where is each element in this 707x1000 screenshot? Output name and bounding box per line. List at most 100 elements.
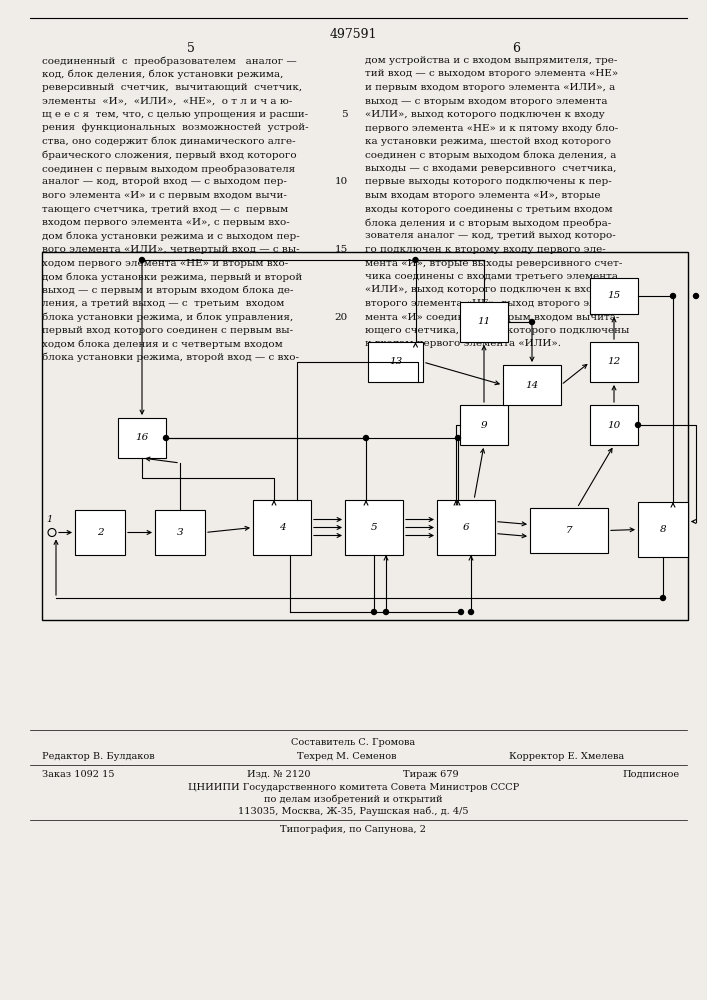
Bar (460, 405, 508, 445)
Bar (345, 500, 403, 555)
Circle shape (469, 609, 474, 614)
Text: блока установки режима, второй вход — с вхо-: блока установки режима, второй вход — с … (42, 353, 299, 362)
Text: 4: 4 (279, 523, 286, 532)
Circle shape (670, 294, 675, 298)
Text: 497591: 497591 (329, 28, 378, 41)
Text: 16: 16 (135, 434, 148, 442)
Bar (437, 500, 495, 555)
Text: Редактор В. Булдаков: Редактор В. Булдаков (42, 752, 155, 761)
Text: блока деления и с вторым выходом преобра-: блока деления и с вторым выходом преобра… (365, 218, 612, 228)
Text: выходы — с входами реверсивного  счетчика,: выходы — с входами реверсивного счетчика… (365, 164, 617, 173)
Text: входы которого соединены с третьим входом: входы которого соединены с третьим входо… (365, 205, 613, 214)
Text: го подключен к второму входу первого эле-: го подключен к второму входу первого эле… (365, 245, 606, 254)
Text: 5: 5 (370, 523, 378, 532)
Text: Корректор Е. Хмелева: Корректор Е. Хмелева (509, 752, 624, 761)
Text: вого элемента «И» и с первым входом вычи-: вого элемента «И» и с первым входом вычи… (42, 191, 287, 200)
Circle shape (383, 609, 389, 614)
Circle shape (694, 294, 699, 298)
Text: ходом первого элемента «НЕ» и вторым вхо-: ходом первого элемента «НЕ» и вторым вхо… (42, 258, 288, 267)
Bar (368, 342, 423, 382)
Text: второго элемента «НЕ», выход второго эле-: второго элемента «НЕ», выход второго эле… (365, 299, 605, 308)
Text: 10: 10 (607, 420, 621, 430)
Text: соединенный  с  преобразователем   аналог —: соединенный с преобразователем аналог — (42, 56, 297, 66)
Circle shape (413, 257, 418, 262)
Text: 6: 6 (512, 42, 520, 55)
Text: выход — с первым и вторым входом блока де-: выход — с первым и вторым входом блока д… (42, 286, 293, 295)
Text: ка установки режима, шестой вход которого: ка установки режима, шестой вход которог… (365, 137, 611, 146)
Text: браического сложения, первый вход которого: браического сложения, первый вход которо… (42, 150, 297, 160)
Text: 20: 20 (334, 312, 348, 322)
Circle shape (660, 595, 665, 600)
Text: входом первого элемента «И», с первым вхо-: входом первого элемента «И», с первым вх… (42, 218, 290, 227)
Text: 8: 8 (660, 525, 666, 534)
Circle shape (455, 436, 460, 440)
Circle shape (459, 609, 464, 614)
Text: аналог — код, второй вход — с выходом пер-: аналог — код, второй вход — с выходом пе… (42, 178, 287, 186)
Text: Подписное: Подписное (622, 770, 679, 779)
Bar (638, 502, 688, 557)
Text: 5: 5 (187, 42, 195, 55)
Text: первые выходы которого подключены к пер-: первые выходы которого подключены к пер- (365, 178, 612, 186)
Circle shape (363, 436, 368, 440)
Text: ходом блока деления и с четвертым входом: ходом блока деления и с четвертым входом (42, 340, 283, 349)
Circle shape (636, 422, 641, 428)
Text: «ИЛИ», выход которого подключен к входу: «ИЛИ», выход которого подключен к входу (365, 110, 604, 119)
Bar (155, 510, 205, 555)
Text: первый вход которого соединен с первым вы-: первый вход которого соединен с первым в… (42, 326, 293, 335)
Text: чика соединены с входами третьего элемента: чика соединены с входами третьего элемен… (365, 272, 618, 281)
Text: ства, оно содержит блок динамического алге-: ства, оно содержит блок динамического ал… (42, 137, 296, 146)
Bar (253, 500, 311, 555)
Text: Типография, по Сапунова, 2: Типография, по Сапунова, 2 (281, 825, 426, 834)
Text: код, блок деления, блок установки режима,: код, блок деления, блок установки режима… (42, 70, 284, 79)
Text: вого элемента «ИЛИ», четвертый вход — с вы-: вого элемента «ИЛИ», четвертый вход — с … (42, 245, 300, 254)
Text: 15: 15 (607, 292, 621, 300)
Text: к входам первого элемента «ИЛИ».: к входам первого элемента «ИЛИ». (365, 340, 561, 349)
Bar (590, 278, 638, 314)
Circle shape (139, 257, 144, 262)
Text: Составитель С. Громова: Составитель С. Громова (291, 738, 416, 747)
Text: мента «И» соединен с вторым входом вычита-: мента «И» соединен с вторым входом вычит… (365, 312, 619, 322)
Text: 11: 11 (477, 318, 491, 326)
Text: ющего счетчика, выходы которого подключены: ющего счетчика, выходы которого подключе… (365, 326, 629, 335)
Text: Техред М. Семенов: Техред М. Семенов (297, 752, 397, 761)
Text: «ИЛИ», выход которого подключен к входу: «ИЛИ», выход которого подключен к входу (365, 286, 604, 294)
Text: блока установки режима, и блок управления,: блока установки режима, и блок управлени… (42, 312, 293, 322)
Text: реверсивный  счетчик,  вычитающий  счетчик,: реверсивный счетчик, вычитающий счетчик, (42, 83, 302, 92)
Text: 3: 3 (177, 528, 183, 537)
Text: по делам изобретений и открытий: по делам изобретений и открытий (264, 795, 443, 804)
Text: выход — с вторым входом второго элемента: выход — с вторым входом второго элемента (365, 97, 607, 105)
Bar (590, 342, 638, 382)
Circle shape (163, 436, 168, 440)
Text: 15: 15 (334, 245, 348, 254)
Text: щ е е с я  тем, что, с целью упрощения и расши-: щ е е с я тем, что, с целью упрощения и … (42, 110, 308, 119)
Circle shape (371, 609, 377, 614)
Circle shape (530, 320, 534, 324)
Text: соединен с вторым выходом блока деления, а: соединен с вторым выходом блока деления,… (365, 150, 617, 160)
Text: Тираж 679: Тираж 679 (403, 770, 459, 779)
Text: дом устройства и с входом выпрямителя, тре-: дом устройства и с входом выпрямителя, т… (365, 56, 617, 65)
Text: Изд. № 2120: Изд. № 2120 (247, 770, 311, 779)
Text: тий вход — с выходом второго элемента «НЕ»: тий вход — с выходом второго элемента «Н… (365, 70, 618, 79)
Text: Заказ 1092 15: Заказ 1092 15 (42, 770, 115, 779)
Text: 12: 12 (607, 358, 621, 366)
Text: 9: 9 (481, 420, 487, 430)
Text: элементы  «И»,  «ИЛИ»,  «НЕ»,  о т л и ч а ю-: элементы «И», «ИЛИ», «НЕ», о т л и ч а ю… (42, 97, 293, 105)
Text: тающего счетчика, третий вход — с  первым: тающего счетчика, третий вход — с первым (42, 205, 288, 214)
Text: 14: 14 (525, 380, 539, 389)
Text: и первым входом второго элемента «ИЛИ», а: и первым входом второго элемента «ИЛИ», … (365, 83, 615, 92)
Text: дом блока установки режима и с выходом пер-: дом блока установки режима и с выходом п… (42, 232, 300, 241)
Text: 7: 7 (566, 526, 572, 535)
Text: дом блока установки режима, первый и второй: дом блока установки режима, первый и вто… (42, 272, 303, 282)
Bar (75, 510, 125, 555)
Bar (503, 365, 561, 405)
Text: 113035, Москва, Ж-35, Раушская наб., д. 4/5: 113035, Москва, Ж-35, Раушская наб., д. … (238, 807, 469, 816)
Bar (590, 405, 638, 445)
Bar (118, 418, 166, 458)
Text: ления, а третий выход — с  третьим  входом: ления, а третий выход — с третьим входом (42, 299, 284, 308)
Bar (530, 508, 608, 553)
Text: 2: 2 (97, 528, 103, 537)
Text: 1: 1 (46, 516, 52, 524)
Text: вым входам второго элемента «И», вторые: вым входам второго элемента «И», вторые (365, 191, 600, 200)
Text: мента «И», вторые выходы реверсивного счет-: мента «И», вторые выходы реверсивного сч… (365, 258, 622, 267)
Text: 13: 13 (389, 358, 402, 366)
